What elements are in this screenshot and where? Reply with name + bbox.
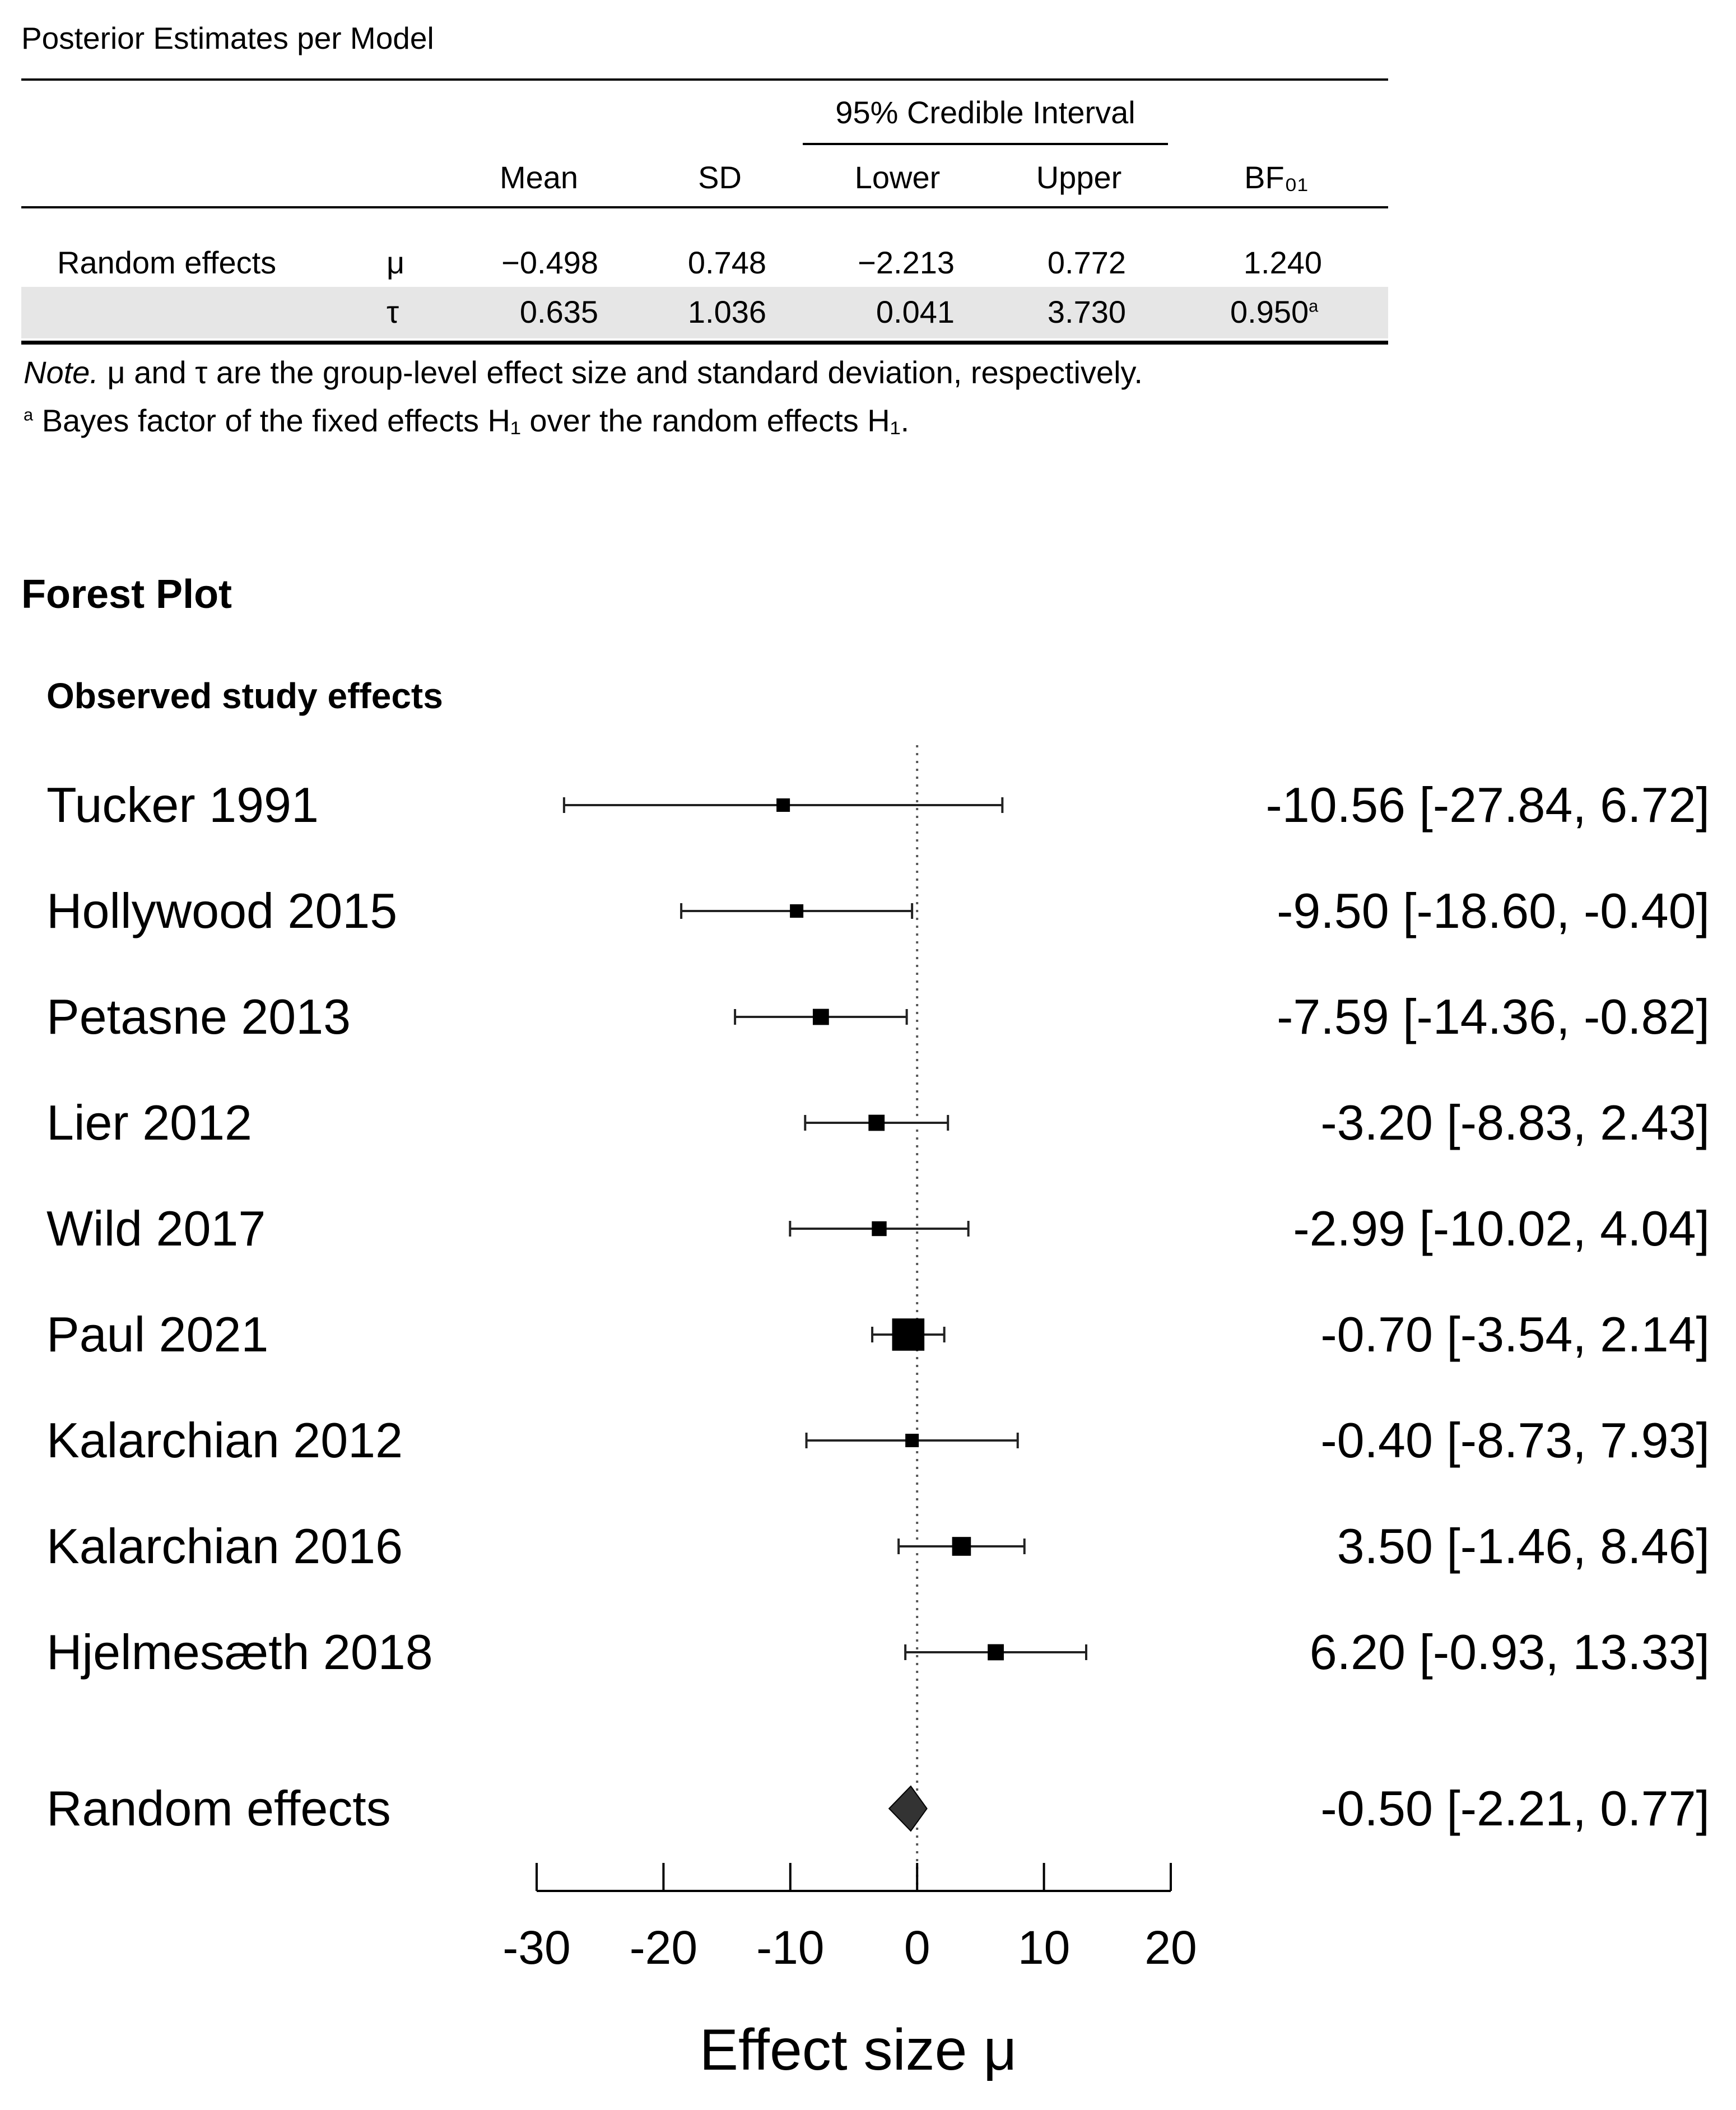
study-estimate-text: -9.50 [-18.60, -0.40]	[1277, 883, 1710, 938]
cell-tau-sd: 1.036	[687, 294, 766, 329]
study-estimate-text: -0.40 [-8.73, 7.93]	[1320, 1412, 1710, 1468]
point-estimate	[868, 1114, 885, 1131]
cell-tau-lower: 0.041	[876, 294, 955, 329]
study-estimate-text: -3.20 [-8.83, 2.43]	[1320, 1095, 1710, 1150]
row-param-tau: τ	[387, 294, 399, 329]
study-label: Petasne 2013	[46, 989, 351, 1044]
table-header-rule	[21, 206, 1388, 208]
col-header-sd: SD	[698, 160, 742, 195]
study-label: Kalarchian 2012	[46, 1412, 403, 1468]
study-estimate-text: -0.70 [-3.54, 2.14]	[1320, 1307, 1710, 1362]
x-tick-label: -20	[630, 1921, 697, 1974]
study-label: Kalarchian 2016	[46, 1518, 403, 1574]
x-axis-title: Effect size μ	[699, 2018, 1017, 2083]
cell-tau-bf: 0.950a	[1230, 294, 1319, 329]
forest-plot-title: Forest Plot	[21, 572, 232, 617]
cell-tau-upper: 3.730	[1047, 294, 1126, 329]
study-label: Hollywood 2015	[46, 883, 398, 938]
cell-tau-mean: 0.635	[519, 294, 598, 329]
summary-estimate-text: -0.50 [-2.21, 0.77]	[1320, 1781, 1710, 1836]
point-estimate	[952, 1537, 971, 1556]
point-estimate	[790, 904, 804, 918]
cell-mu-mean: −0.498	[501, 245, 598, 280]
study-label: Tucker 1991	[46, 777, 319, 833]
study-estimate-text: 3.50 [-1.46, 8.46]	[1337, 1518, 1710, 1574]
col-header-lower: Lower	[854, 160, 941, 195]
footnote-marker: a	[1309, 296, 1319, 316]
cell-mu-lower: −2.213	[858, 245, 955, 280]
study-estimate-text: -7.59 [-14.36, -0.82]	[1277, 989, 1710, 1044]
summary-diamond	[888, 1785, 928, 1832]
point-estimate	[812, 1008, 829, 1025]
study-estimate-text: 6.20 [-0.93, 13.33]	[1309, 1624, 1710, 1680]
forest-plot-subtitle: Observed study effects	[46, 676, 443, 716]
point-estimate	[905, 1434, 919, 1447]
ci-header-rule	[803, 143, 1168, 145]
col-header-mean: Mean	[499, 160, 579, 195]
x-tick-label: 10	[1018, 1921, 1070, 1974]
point-estimate	[776, 798, 790, 812]
table-top-rule	[21, 78, 1388, 81]
col-header-upper: Upper	[1036, 160, 1122, 195]
row-shading	[21, 287, 1388, 338]
col-header-bf: BF₀₁	[1244, 160, 1308, 195]
study-label: Paul 2021	[46, 1307, 269, 1362]
summary-label: Random effects	[46, 1781, 391, 1836]
x-tick-label: -30	[502, 1921, 570, 1974]
table-bottom-rule	[21, 341, 1388, 345]
study-label: Wild 2017	[46, 1201, 266, 1256]
row-model-label: Random effects	[57, 245, 277, 280]
cell-mu-bf: 1.240	[1243, 245, 1322, 280]
study-estimate-text: -2.99 [-10.02, 4.04]	[1293, 1201, 1710, 1256]
table-title: Posterior Estimates per Model	[21, 21, 434, 55]
point-estimate	[988, 1644, 1004, 1661]
study-label: Hjelmesæth 2018	[46, 1624, 433, 1680]
cell-mu-sd: 0.748	[687, 245, 766, 280]
table-footnote: a Bayes factor of the fixed effects H₁ o…	[24, 403, 910, 438]
point-estimate	[872, 1221, 887, 1237]
x-tick-label: 0	[904, 1921, 930, 1974]
table-note: Note. μ and τ are the group-level effect…	[24, 355, 1143, 390]
x-tick-label: -10	[756, 1921, 824, 1974]
row-param-mu: μ	[387, 245, 405, 280]
study-estimate-text: -10.56 [-27.84, 6.72]	[1265, 777, 1710, 833]
study-label: Lier 2012	[46, 1095, 252, 1150]
x-tick-label: 20	[1144, 1921, 1197, 1974]
cell-mu-upper: 0.772	[1047, 245, 1126, 280]
ci-header: 95% Credible Interval	[835, 95, 1135, 130]
point-estimate	[892, 1318, 925, 1351]
